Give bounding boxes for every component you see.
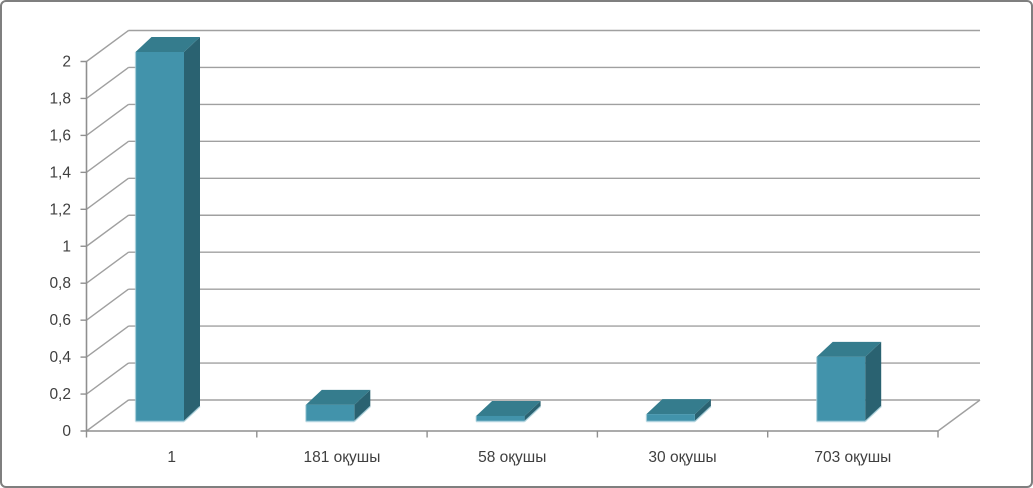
y-axis-label: 0,2	[49, 386, 71, 403]
x-axis-label: 30 оқушы	[648, 449, 716, 466]
gridline-depth	[86, 103, 129, 136]
bar-front-face	[816, 356, 866, 422]
x-axis-label: 703 оқушы	[814, 449, 891, 466]
gridline-depth	[86, 251, 129, 284]
y-axis-label: 0,8	[49, 275, 71, 292]
bar-front-face	[305, 404, 355, 422]
x-axis-label: 1	[167, 449, 176, 466]
y-axis-label: 1,6	[49, 127, 71, 144]
bar-4[interactable]	[645, 399, 712, 423]
y-axis-label: 0,4	[49, 349, 71, 366]
gridline-depth	[86, 214, 129, 247]
bar-side-face	[865, 341, 882, 422]
bar-top-face	[305, 389, 371, 405]
bar-top-face	[476, 400, 541, 416]
y-axis-label: 0,6	[49, 312, 71, 329]
bar-front-face	[135, 52, 184, 422]
y-axis-label: 1,8	[49, 90, 71, 107]
gridline-depth	[86, 177, 129, 210]
bar-edge-highlight	[353, 405, 371, 423]
gridline-depth	[86, 140, 129, 173]
gridline-depth	[86, 399, 129, 432]
bar-side-face	[524, 400, 541, 422]
bar-top-face	[135, 37, 200, 52]
bar-front-face	[476, 415, 525, 422]
gridline-depth	[86, 66, 129, 100]
bar-side-face	[184, 37, 200, 422]
floor-right-edge	[937, 399, 981, 432]
y-axis-label: 2	[62, 54, 71, 71]
gridline-depth	[86, 362, 129, 395]
bar-front-face	[646, 414, 695, 422]
y-axis-label: 1,4	[49, 164, 71, 181]
bar-5[interactable]	[816, 341, 882, 423]
y-axis-label: 0	[62, 423, 71, 440]
bar-top-face	[646, 399, 711, 415]
bar-edge-highlight	[524, 405, 542, 423]
gridline-depth	[86, 29, 129, 63]
bar-edge-highlight	[864, 405, 882, 423]
bar-3[interactable]	[475, 400, 542, 423]
bar-1[interactable]	[134, 37, 201, 423]
y-axis-label: 1,2	[49, 201, 71, 218]
bar-edge-highlight	[694, 405, 712, 423]
gridline-depth	[86, 325, 129, 358]
x-axis-label: 58 оқушы	[478, 449, 546, 466]
bar-2[interactable]	[305, 389, 371, 423]
bar-edge-highlight	[183, 405, 201, 423]
bar-side-face	[694, 399, 711, 422]
bar-top-face	[816, 341, 882, 357]
x-axis-label: 181 оқушы	[303, 449, 380, 466]
y-axis-label: 1	[62, 238, 71, 255]
bar-side-face	[354, 389, 371, 422]
gridline-depth	[86, 288, 129, 321]
